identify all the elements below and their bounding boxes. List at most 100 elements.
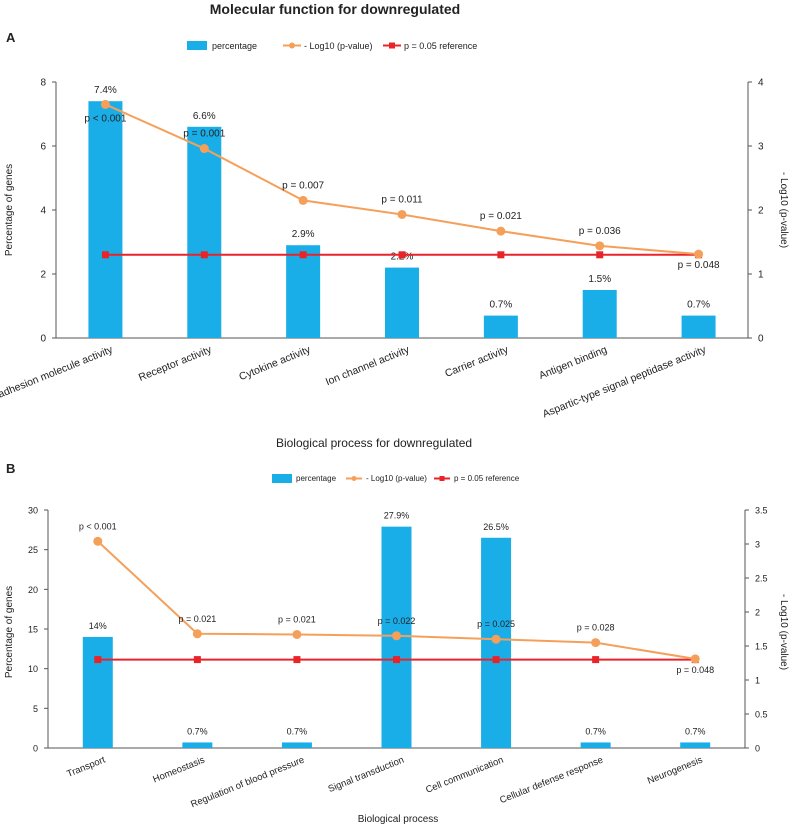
- bar-data-label: 6.6%: [193, 111, 216, 122]
- y-tick-label: 30: [28, 506, 38, 516]
- x-tick-label: Cytokine activity: [237, 343, 313, 383]
- legend-ref-marker: [439, 476, 445, 481]
- reference-point: [193, 656, 201, 664]
- y2-tick-label: 1.5: [755, 642, 768, 652]
- panel-b-pvalue-line: [93, 536, 700, 664]
- panel-b-y2-ticks: 0 0.5 1 1.5 2 2.5 3 3.5: [745, 506, 768, 754]
- y-tick-label: 0: [33, 744, 38, 754]
- panel-b-legend: percentage - Log10 (p-value) p = 0.05 re…: [272, 474, 520, 483]
- y-tick-label: 10: [28, 664, 38, 674]
- reference-point: [398, 251, 406, 259]
- bar-data-label: 0.7%: [685, 726, 706, 736]
- y2-tick-label: 2.5: [755, 574, 768, 584]
- pvalue-label: p = 0.001: [183, 129, 225, 140]
- legend-line-label: - Log10 (p-value): [366, 474, 427, 483]
- panel-a-title: Molecular function for downregulated: [210, 1, 460, 17]
- y2-tick-label: 0: [758, 334, 764, 345]
- reference-point: [101, 251, 109, 259]
- y-tick-label: 20: [28, 585, 38, 595]
- bar: [483, 315, 518, 338]
- x-tick-label: Regulation of blood pressure: [189, 755, 306, 811]
- legend-bar-swatch: [187, 41, 207, 50]
- y-tick-label: 25: [28, 545, 38, 555]
- y2-tick-label: 3: [758, 142, 764, 153]
- panel-b-reference-line: [94, 656, 699, 664]
- panel-a-y2-axis-label: - Log10 (p-value): [778, 172, 789, 248]
- bar: [182, 742, 213, 748]
- y-tick-label: 6: [40, 142, 46, 153]
- legend-line-marker: [289, 42, 295, 49]
- panel-b-label: B: [6, 461, 15, 476]
- panel-b-x-axis-label: Biological process: [358, 814, 439, 825]
- x-tick-label: Cellular defense response: [498, 755, 604, 807]
- pvalue-label: p = 0.025: [477, 619, 515, 629]
- bar: [582, 290, 617, 338]
- panel-a: Molecular function for downregulated A p…: [0, 1, 789, 420]
- pvalue-label: p = 0.021: [278, 614, 316, 624]
- pvalue-label: p = 0.036: [579, 226, 621, 237]
- legend-line-marker: [351, 476, 357, 481]
- panel-b-y-ticks: 0 5 10 15 20 25 30: [28, 506, 48, 754]
- panel-b: Biological process for downregulated B p…: [4, 436, 789, 825]
- bar: [82, 636, 113, 748]
- y-tick-label: 15: [28, 625, 38, 635]
- bar: [187, 126, 222, 338]
- reference-point: [293, 656, 301, 664]
- x-tick-label: Aspartic-type signal peptidase activity: [541, 343, 709, 420]
- panel-a-pvalue-labels: p < 0.001 p = 0.001 p = 0.007 p = 0.011 p = …: [84, 113, 720, 271]
- pvalue-point: [100, 99, 110, 109]
- pvalue-label: p < 0.001: [84, 113, 126, 124]
- panel-a-legend: percentage - Log10 (p-value) p = 0.05 re…: [187, 41, 477, 51]
- bar: [580, 742, 611, 748]
- panel-a-y-ticks: 0 2 4 6 8: [40, 78, 56, 345]
- reference-point: [592, 656, 600, 664]
- legend-ref-label: p = 0.05 reference: [404, 41, 477, 51]
- x-tick-label: Carrier activity: [443, 343, 510, 380]
- legend-ref-label: p = 0.05 reference: [454, 474, 520, 483]
- reference-point: [497, 251, 505, 259]
- y2-tick-label: 0: [755, 744, 760, 754]
- bar: [88, 101, 123, 338]
- pvalue-point: [595, 241, 605, 251]
- panel-a-y-axis-label: Percentage of genes: [4, 164, 15, 256]
- panel-b-y-axis-label: Percentage of genes: [4, 586, 15, 678]
- y-tick-label: 2: [40, 270, 46, 281]
- pvalue-point: [496, 226, 506, 236]
- x-tick-label: Transport: [65, 754, 107, 779]
- y2-tick-label: 0.5: [755, 710, 768, 720]
- bar-data-label: 2.9%: [292, 229, 315, 240]
- y2-tick-label: 2: [758, 206, 764, 217]
- reference-point: [596, 251, 604, 259]
- bar-data-label: 7.4%: [94, 85, 117, 96]
- legend-bar-label: percentage: [296, 474, 337, 483]
- x-tick-label: Cell adhesion molecule activity: [0, 343, 115, 408]
- pvalue-point: [491, 634, 501, 644]
- pvalue-label: p = 0.021: [480, 211, 522, 222]
- x-tick-label: Homeostasis: [151, 754, 206, 785]
- x-tick-label: Ion channel activity: [324, 343, 412, 388]
- pvalue-point: [199, 144, 209, 154]
- bar-data-label: 26.5%: [483, 522, 509, 532]
- y2-tick-label: 3: [755, 540, 760, 550]
- bar-data-label: 1.5%: [588, 274, 611, 285]
- y-tick-label: 5: [33, 704, 38, 714]
- y2-tick-label: 1: [758, 270, 764, 281]
- legend-bar-swatch: [272, 474, 292, 483]
- bar-data-label: 27.9%: [384, 511, 410, 521]
- pvalue-label: p = 0.022: [378, 616, 416, 626]
- pvalue-point: [591, 638, 601, 648]
- pvalue-label: p = 0.007: [282, 180, 324, 191]
- x-tick-label: Antigen binding: [537, 344, 609, 382]
- reference-point: [393, 656, 400, 664]
- pvalue-label: p = 0.021: [178, 614, 216, 624]
- pvalue-label: p < 0.001: [79, 521, 117, 531]
- pvalue-point: [690, 654, 700, 664]
- bar-data-label: 0.7%: [287, 726, 308, 736]
- legend-bar-label: percentage: [212, 41, 257, 51]
- legend-line-label: - Log10 (p-value): [304, 41, 373, 51]
- pvalue-label: p = 0.048: [676, 665, 714, 675]
- bar: [286, 245, 321, 338]
